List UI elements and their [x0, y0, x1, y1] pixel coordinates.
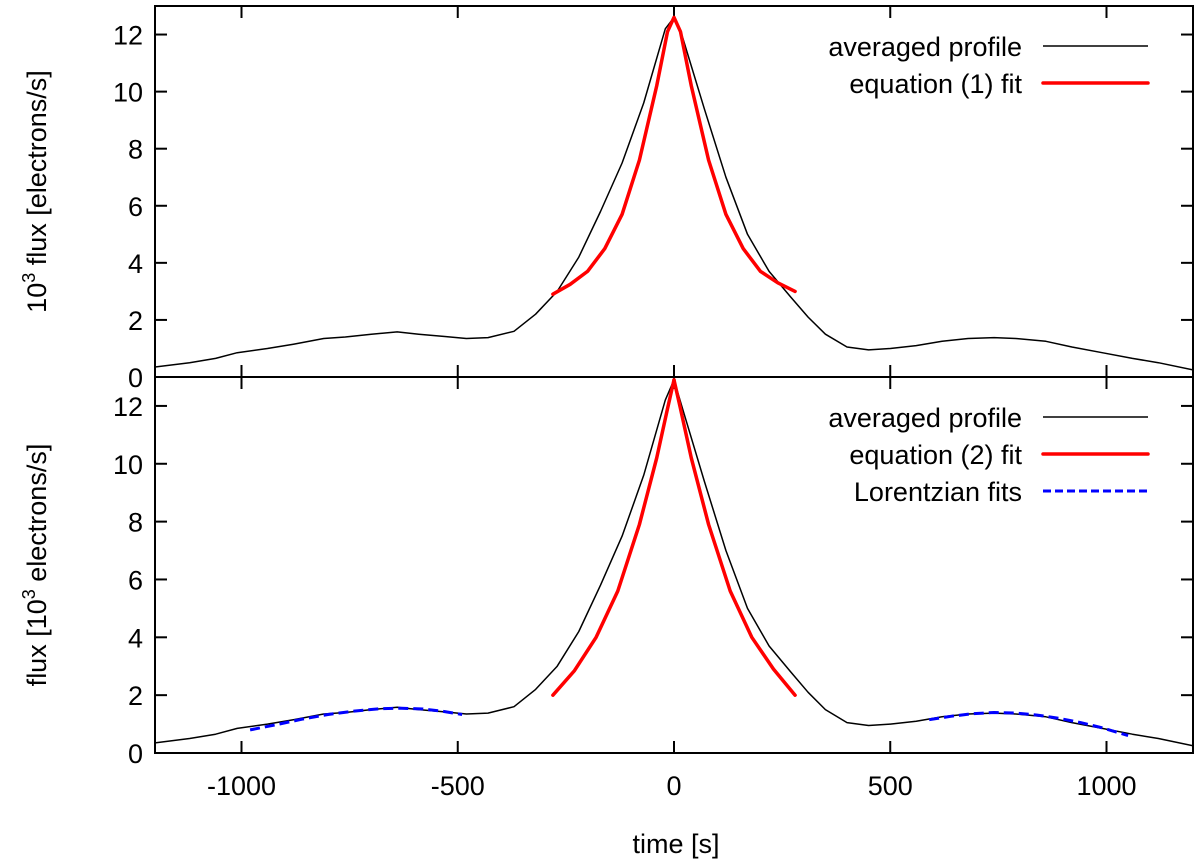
- series-group: [155, 378, 1193, 747]
- y-tick-label: 2: [128, 306, 143, 336]
- x-axis-label: time [s]: [632, 829, 719, 859]
- y-tick-label: 6: [128, 565, 143, 595]
- y-tick-label: 8: [128, 135, 143, 165]
- series-averaged-profile-line: [155, 16, 1193, 371]
- legend-1: averaged profile equation (1) fit: [828, 32, 1150, 99]
- y-tick-label: 12: [113, 392, 143, 422]
- y-axis-label-base: 10: [22, 283, 52, 313]
- y-axis-label-rest: flux [electrons/s]: [22, 70, 52, 273]
- y-axis-label-base: flux [10: [22, 599, 52, 686]
- series-equation-1-fit-line: [551, 15, 797, 296]
- legend-2: averaged profile equation (2) fit Lorentzi…: [828, 403, 1150, 507]
- plot-frame-1: [154, 5, 1194, 378]
- plot-frame-2: [154, 376, 1194, 754]
- y-axis-label-sup: 3: [19, 273, 39, 283]
- x-tick-label: -1000: [207, 771, 276, 801]
- y-tick-label: 10: [113, 450, 143, 480]
- y-tick-label: 0: [128, 739, 143, 769]
- bottom-panel: 0 2 4 6 8 10 12 flux [103 electrons/s] averaged …: [19, 376, 1194, 769]
- y-tick-label: 8: [128, 508, 143, 538]
- legend-label: averaged profile: [828, 32, 1022, 62]
- y-tick-label: 0: [128, 363, 143, 393]
- y-axis-label-1: 103 flux [electrons/s]: [19, 70, 52, 313]
- y-axis-label-2: flux [103 electrons/s]: [19, 444, 52, 687]
- x-tick-label: 0: [666, 771, 681, 801]
- x-tick-label: 500: [868, 771, 913, 801]
- legend-label: equation (1) fit: [849, 69, 1022, 99]
- x-tick-label: 1000: [1076, 771, 1136, 801]
- series-averaged-profile-line: [155, 379, 1193, 747]
- series-equation-2-fit-line-2: [672, 378, 797, 697]
- legend-label: equation (2) fit: [849, 440, 1022, 470]
- x-tick-label: -500: [431, 771, 485, 801]
- y-tick-label: 6: [128, 192, 143, 222]
- y-tick-label: 2: [128, 681, 143, 711]
- y-tick-label: 4: [128, 623, 143, 653]
- y-tick-label: 10: [113, 78, 143, 108]
- legend-label: averaged profile: [828, 403, 1022, 433]
- series-group: [155, 15, 1193, 371]
- x-axis-tick-labels: -1000 -500 0 500 1000: [207, 771, 1137, 801]
- legend-label: Lorentzian fits: [854, 477, 1022, 507]
- y-axis-label-sup: 3: [19, 589, 39, 599]
- y-axis-label-rest: electrons/s]: [22, 444, 52, 590]
- y-tick-label: 12: [113, 21, 143, 51]
- series-lorentzian-fits-line-1: [249, 706, 463, 732]
- series-lorentzian-fits-line-2: [928, 710, 1129, 738]
- series-equation-2-fit-line-1: [551, 378, 676, 697]
- y-tick-label: 4: [128, 249, 143, 279]
